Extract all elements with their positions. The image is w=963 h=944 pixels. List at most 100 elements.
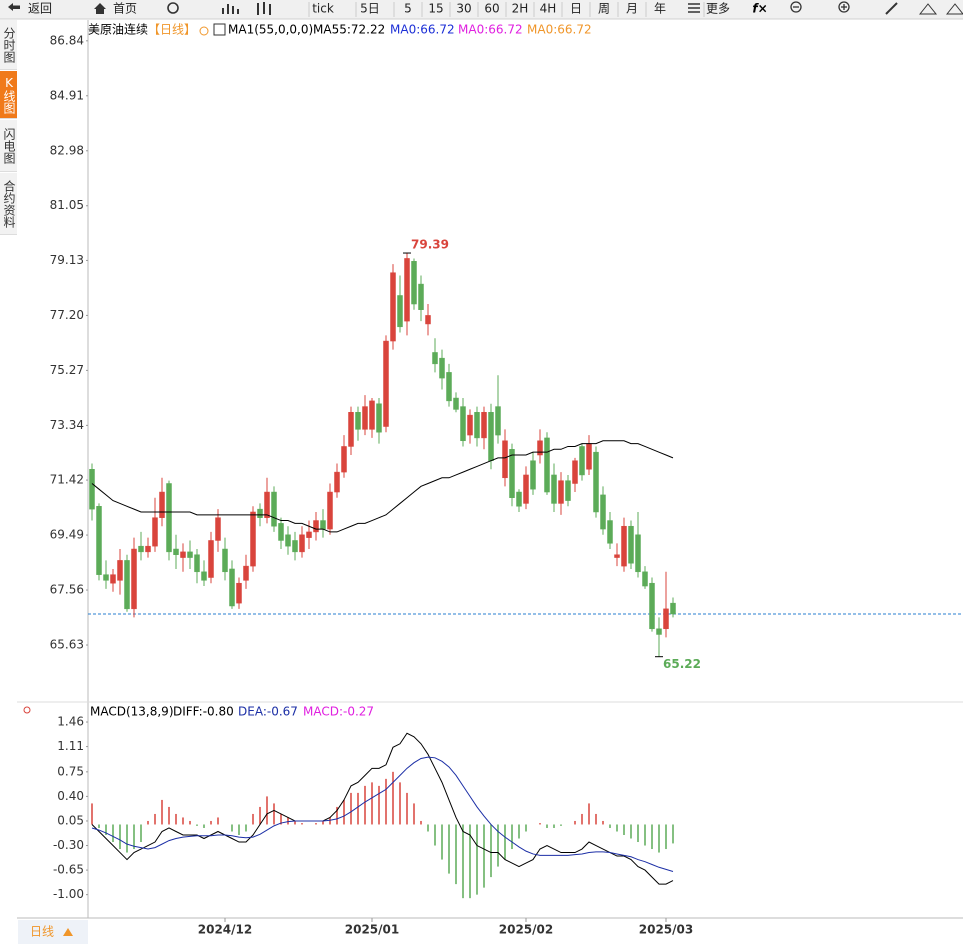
candle-body (341, 446, 347, 473)
candle-body (383, 340, 389, 427)
candle-body (89, 469, 95, 510)
home-icon[interactable] (94, 3, 106, 14)
candle-body (649, 582, 655, 630)
y-tick-label: 86.84 (50, 33, 84, 47)
toolbar-item[interactable]: 更多 (706, 2, 730, 16)
candle-body (551, 474, 557, 504)
toolbar-item[interactable]: 周 (598, 2, 610, 16)
toolbar-item[interactable]: tick (312, 2, 334, 16)
toolbar-item[interactable]: 年 (654, 2, 666, 16)
candle-body (194, 554, 200, 573)
side-tab[interactable]: 闪电图 (0, 120, 17, 172)
candle-body (348, 412, 354, 447)
period-button-arrow[interactable] (63, 928, 73, 936)
toolbar-item[interactable]: 2H (512, 2, 529, 16)
y-tick-label: 81.05 (50, 198, 84, 212)
toolbar-item[interactable]: 5 (404, 2, 412, 16)
high-label: 79.39 (411, 238, 449, 252)
candle-body (474, 412, 480, 439)
bar-icon[interactable] (222, 4, 239, 14)
candle-body (614, 554, 620, 558)
candle-body (173, 548, 179, 555)
candle-body (96, 506, 102, 575)
chart-title: 美原油连续 (88, 22, 148, 37)
x-tick-label: 2024/12 (198, 923, 252, 937)
y-tick-label: -0.65 (53, 863, 84, 877)
candle-body (327, 491, 333, 530)
candle-body (117, 560, 123, 581)
y-tick-label: 0.75 (57, 764, 84, 778)
indicator-label: MA1(55,0,0,0) (228, 23, 313, 37)
zoom-icons[interactable] (790, 1, 850, 13)
fx-icon[interactable]: f× (752, 2, 767, 16)
low-label: 65.22 (663, 657, 701, 671)
candle-body (320, 520, 326, 530)
macd-title: MACD(13,8,9) (90, 705, 174, 719)
candle-body (243, 565, 249, 581)
y-tick-label: 79.13 (50, 253, 84, 267)
y-tick-label: 69.49 (50, 528, 84, 542)
toolbar-item[interactable]: 日 (570, 2, 582, 16)
more-icon[interactable] (688, 3, 700, 13)
side-tab-active[interactable]: K线图 (0, 71, 17, 119)
candle-body (201, 571, 207, 581)
macd-line (91, 732, 674, 885)
triangle-icons[interactable] (918, 3, 963, 15)
candle-body (362, 406, 368, 430)
period-button[interactable] (18, 920, 88, 944)
candle-body (145, 545, 151, 553)
toolbar-item[interactable]: 15 (428, 2, 443, 16)
candle-body (180, 551, 186, 558)
candle-body (523, 474, 529, 504)
period-label: 【日线】 (148, 23, 196, 37)
candle-body (278, 523, 284, 541)
candle-body (229, 568, 235, 607)
toolbar-item[interactable]: 60 (484, 2, 499, 16)
candle-body (593, 451, 599, 513)
candle-body (292, 540, 298, 553)
candle-body (208, 540, 214, 578)
toolbar-item[interactable]: 首页 (113, 2, 137, 16)
toolbar-item[interactable]: 30 (456, 2, 471, 16)
y-tick-label: 77.20 (50, 308, 84, 322)
refresh-icon[interactable] (167, 2, 179, 14)
y-tick-label: 1.11 (57, 739, 84, 753)
candle-body (313, 520, 319, 533)
candle-body (404, 258, 410, 322)
candle-body (460, 406, 466, 442)
candle-body (159, 491, 165, 518)
candle-body (600, 494, 606, 530)
legend-entry: MACD:-0.27 (303, 705, 374, 719)
candle-body (635, 534, 641, 573)
indicator-icon[interactable] (213, 23, 226, 36)
candle-body (418, 283, 424, 310)
candle-body (572, 460, 578, 484)
side-tab[interactable]: 分时图 (0, 20, 17, 70)
candle-icon[interactable] (257, 2, 271, 15)
toolbar-item[interactable]: 返回 (28, 2, 52, 16)
pencil-icon[interactable] (885, 2, 898, 15)
candle-body (138, 545, 144, 553)
y-tick-label: 71.42 (50, 473, 84, 487)
candle-body (467, 414, 473, 436)
candle-body (495, 406, 501, 436)
candle-body (446, 372, 452, 402)
candle-body (222, 548, 228, 573)
candle-body (579, 446, 585, 476)
candle-body (537, 440, 543, 456)
side-tab[interactable]: 合约资料 (0, 173, 17, 235)
back-icon[interactable] (8, 3, 20, 11)
y-tick-label: 73.34 (50, 418, 84, 432)
toolbar-item[interactable]: 月 (626, 2, 638, 16)
toolbar-item[interactable]: 5日 (360, 2, 380, 16)
candle-body (285, 534, 291, 547)
candle-body (124, 560, 130, 610)
toolbar-item[interactable]: 4H (540, 2, 557, 16)
x-tick-label: 2025/03 (639, 923, 693, 937)
candle-body (250, 511, 256, 567)
period-button-label[interactable]: 日线 (30, 925, 54, 939)
settings-icon[interactable] (199, 26, 209, 36)
macd-icon[interactable] (23, 706, 31, 714)
candle-body (502, 440, 508, 479)
candle-body (187, 551, 193, 558)
